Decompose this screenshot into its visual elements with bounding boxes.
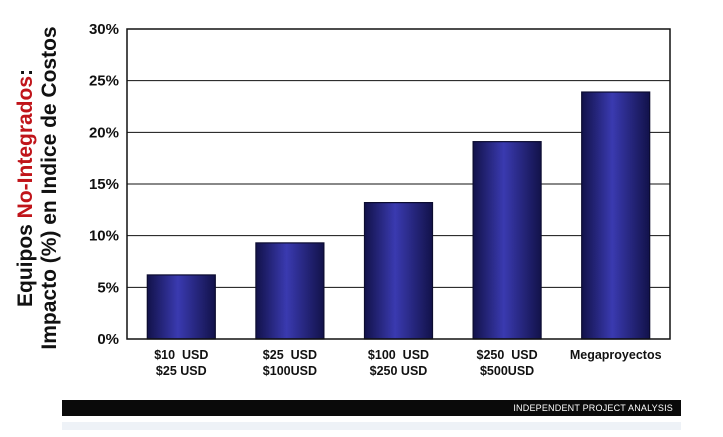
x-category-labels: $10 USD $25 USD $25 USD $100USD $100 USD $250… <box>154 348 661 378</box>
y-axis-subtitle: Impacto (%) en Indice de Costos <box>38 26 61 349</box>
y-tick-labels: 0% 5% 10% 15% 20% 25% 30% <box>89 21 119 348</box>
y-tick-label: 20% <box>89 124 119 141</box>
bars <box>146 91 651 340</box>
y-tick-label: 15% <box>89 176 119 193</box>
y-tick-label: 0% <box>97 331 119 348</box>
plot-frame <box>126 28 671 340</box>
y-tick-label: 10% <box>89 228 119 245</box>
footer-strip <box>62 422 681 430</box>
y-tick-label: 30% <box>89 21 119 38</box>
x-category-label-line: $25 USD <box>156 364 207 378</box>
gridlines <box>127 80 670 288</box>
x-category-label-line: $500USD <box>480 364 534 378</box>
x-category-label-line: $10 USD <box>154 348 208 362</box>
bar <box>146 274 216 340</box>
y-tick-label: 5% <box>97 279 119 296</box>
bar <box>363 202 434 340</box>
x-category-label-line: $100USD <box>263 364 317 378</box>
x-category-label-line: Megaproyectos <box>570 348 662 362</box>
bar <box>472 141 542 340</box>
x-category-label-line: $100 USD <box>368 348 429 362</box>
x-category-label: $100 USD $250 USD <box>368 348 429 378</box>
x-category-label-line: $25 USD <box>263 348 317 362</box>
bar <box>255 242 325 340</box>
y-axis-title-prefix: Equipos <box>14 218 37 307</box>
footer-text: INDEPENDENT PROJECT ANALYSIS <box>513 403 673 413</box>
bar <box>581 91 651 340</box>
x-category-label: Megaproyectos <box>570 348 662 362</box>
footer-bar: INDEPENDENT PROJECT ANALYSIS <box>62 400 681 416</box>
y-axis-title-suffix: : <box>14 69 37 76</box>
x-category-label-line: $250 USD <box>477 348 538 362</box>
y-tick-label: 25% <box>89 73 119 90</box>
x-category-label-line: $250 USD <box>370 364 428 378</box>
x-category-label: $25 USD $100USD <box>263 348 317 378</box>
x-category-label: $10 USD $25 USD <box>154 348 208 378</box>
y-axis-title-highlight: No-Integrados <box>14 76 37 218</box>
y-axis-title: Equipos No-Integrados: <box>14 69 37 307</box>
x-category-label: $250 USD $500USD <box>477 348 538 378</box>
